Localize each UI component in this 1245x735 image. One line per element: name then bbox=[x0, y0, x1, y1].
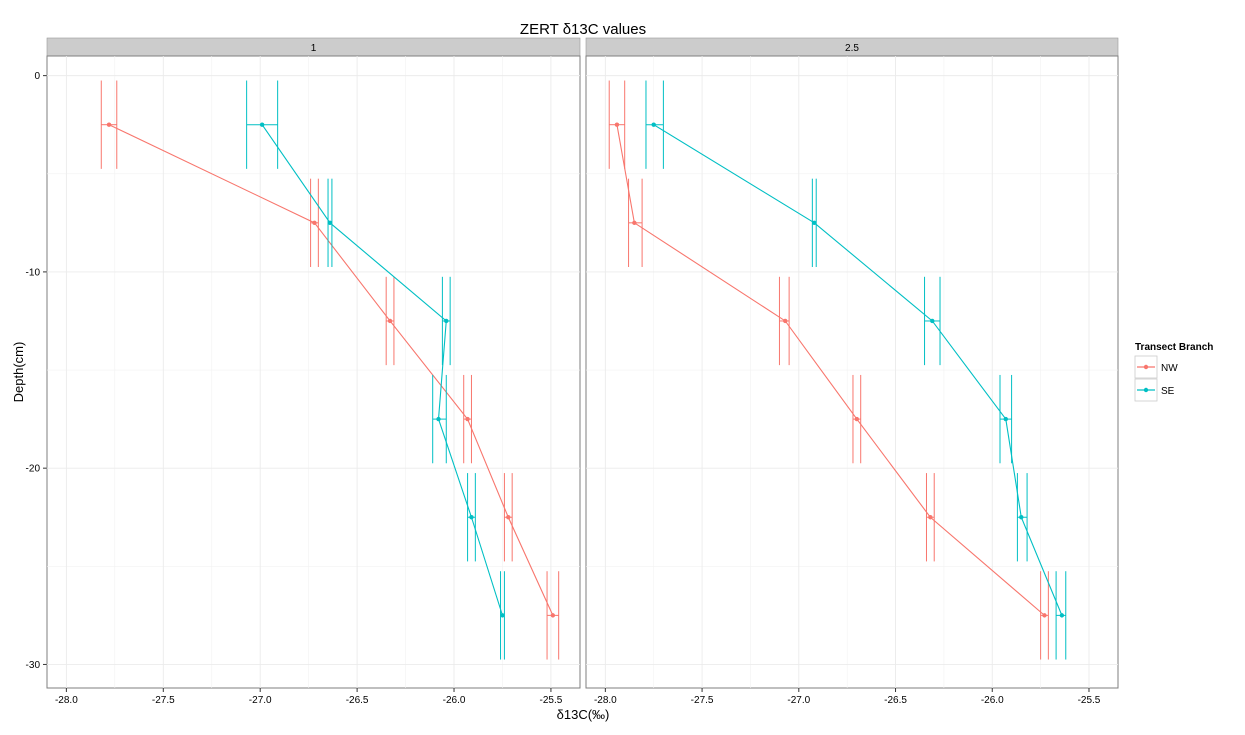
facet-panels: 0 -10 -20 -30 1 -28.0 -27.5 -27.0 -26.5 -26.0 -25.… bbox=[26, 37, 1119, 706]
data-point bbox=[1059, 613, 1065, 618]
x-tick-label: -26.5 bbox=[346, 695, 369, 706]
data-point bbox=[614, 122, 620, 127]
x-axis-label: δ13C(‰) bbox=[557, 707, 610, 722]
legend-key-point bbox=[1143, 364, 1149, 370]
data-point bbox=[812, 220, 817, 226]
facet-strip-label: 2.5 bbox=[845, 43, 859, 54]
data-point bbox=[312, 220, 317, 226]
y-tick-label: -20 bbox=[26, 464, 41, 475]
x-tick-label: -27.0 bbox=[249, 695, 272, 706]
data-point bbox=[930, 318, 935, 324]
data-point bbox=[1003, 416, 1008, 422]
y-tick-label: 0 bbox=[34, 71, 40, 82]
data-point bbox=[387, 318, 393, 324]
series-nw bbox=[100, 80, 560, 660]
legend-label: NW bbox=[1161, 363, 1178, 374]
series-line-nw bbox=[616, 124, 1045, 616]
facet-panel-1: 1 -28.0 -27.5 -27.0 -26.5 -26.0 -25.5 bbox=[46, 37, 581, 706]
data-point bbox=[106, 122, 112, 127]
series-line-se bbox=[261, 124, 503, 616]
legend-item-se: SE bbox=[1134, 378, 1175, 402]
facet-strip-label: 1 bbox=[311, 43, 317, 54]
data-point bbox=[500, 613, 505, 618]
data-point bbox=[550, 613, 556, 618]
x-tick-label: -26.0 bbox=[981, 695, 1004, 706]
x-tick-label: -28.0 bbox=[55, 695, 78, 706]
series-line-se bbox=[653, 124, 1063, 616]
legend-key-point bbox=[1143, 387, 1149, 393]
x-tick-label: -27.5 bbox=[152, 695, 175, 706]
x-tick-label: -28.0 bbox=[594, 695, 617, 706]
data-point bbox=[632, 220, 637, 226]
panel-background bbox=[46, 55, 581, 689]
legend-label: SE bbox=[1161, 386, 1175, 397]
legend-items: NW SE bbox=[1134, 355, 1178, 402]
panel-background bbox=[585, 55, 1119, 689]
data-point bbox=[465, 416, 470, 422]
legend-title: Transect Branch bbox=[1135, 342, 1213, 353]
series-nw bbox=[608, 80, 1049, 660]
y-tick-label: -30 bbox=[26, 660, 41, 671]
series-se bbox=[645, 80, 1067, 660]
legend: Transect Branch NW SE bbox=[1130, 334, 1245, 406]
x-tick-label: -26.0 bbox=[443, 695, 466, 706]
data-point bbox=[259, 122, 265, 127]
series-se bbox=[246, 80, 505, 660]
y-tick-label: -10 bbox=[26, 267, 41, 278]
chart-title: ZERT δ13C values bbox=[520, 21, 646, 38]
x-tick-label: -26.5 bbox=[884, 695, 907, 706]
x-tick-label: -27.0 bbox=[787, 695, 810, 706]
data-point bbox=[436, 416, 441, 422]
y-axis-label: Depth(cm) bbox=[11, 342, 26, 403]
data-point bbox=[444, 318, 449, 324]
x-tick-label: -25.5 bbox=[1078, 695, 1101, 706]
data-point bbox=[469, 515, 474, 520]
series-line-nw bbox=[108, 124, 554, 616]
legend-item-nw: NW bbox=[1134, 355, 1178, 379]
data-point bbox=[1042, 613, 1047, 618]
data-point bbox=[327, 220, 333, 226]
data-point bbox=[783, 318, 788, 324]
data-point bbox=[1019, 515, 1024, 520]
data-point bbox=[854, 416, 860, 422]
x-tick-label: -25.5 bbox=[540, 695, 563, 706]
facet-panel-2.5: 2.5 -28.0 -27.5 -27.0 -26.5 -26.0 -25.5 bbox=[585, 37, 1119, 706]
x-tick-label: -27.5 bbox=[691, 695, 714, 706]
data-point bbox=[506, 515, 511, 520]
data-point bbox=[928, 515, 933, 520]
data-point bbox=[651, 122, 656, 127]
